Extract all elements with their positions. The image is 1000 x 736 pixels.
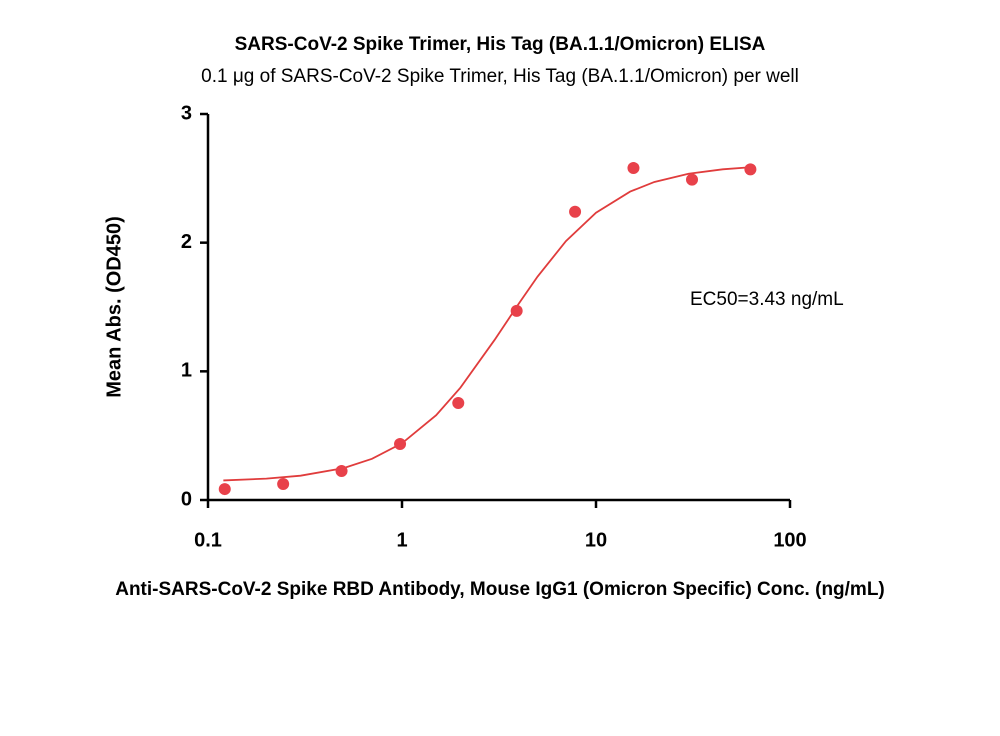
- x-tick-label: 10: [585, 529, 607, 551]
- data-point: [335, 465, 348, 478]
- data-point: [744, 163, 757, 176]
- y-tick-label: 3: [181, 102, 192, 124]
- data-point: [218, 483, 231, 496]
- data-point: [686, 173, 699, 186]
- ec50-annotation: EC50=3.43 ng/mL: [690, 289, 844, 310]
- data-point: [510, 304, 523, 317]
- data-point: [627, 162, 640, 175]
- y-tick-label: 2: [181, 231, 192, 253]
- data-point: [569, 205, 582, 218]
- y-axis-title: Mean Abs. (OD450): [103, 216, 125, 398]
- y-tick-label: 0: [181, 488, 192, 510]
- y-tick-label: 1: [181, 360, 192, 382]
- x-tick-label: 1: [396, 529, 407, 551]
- data-point: [277, 478, 290, 491]
- fit-curve: [223, 166, 751, 482]
- data-point: [394, 438, 407, 451]
- chart-title: SARS-CoV-2 Spike Trimer, His Tag (BA.1.1…: [235, 34, 766, 55]
- x-axis-title: Anti-SARS-CoV-2 Spike RBD Antibody, Mous…: [115, 579, 885, 600]
- data-point: [452, 396, 465, 409]
- chart-subtitle: 0.1 μg of SARS-CoV-2 Spike Trimer, His T…: [201, 66, 799, 87]
- x-tick-label: 0.1: [194, 529, 222, 551]
- x-tick-label: 100: [773, 529, 806, 551]
